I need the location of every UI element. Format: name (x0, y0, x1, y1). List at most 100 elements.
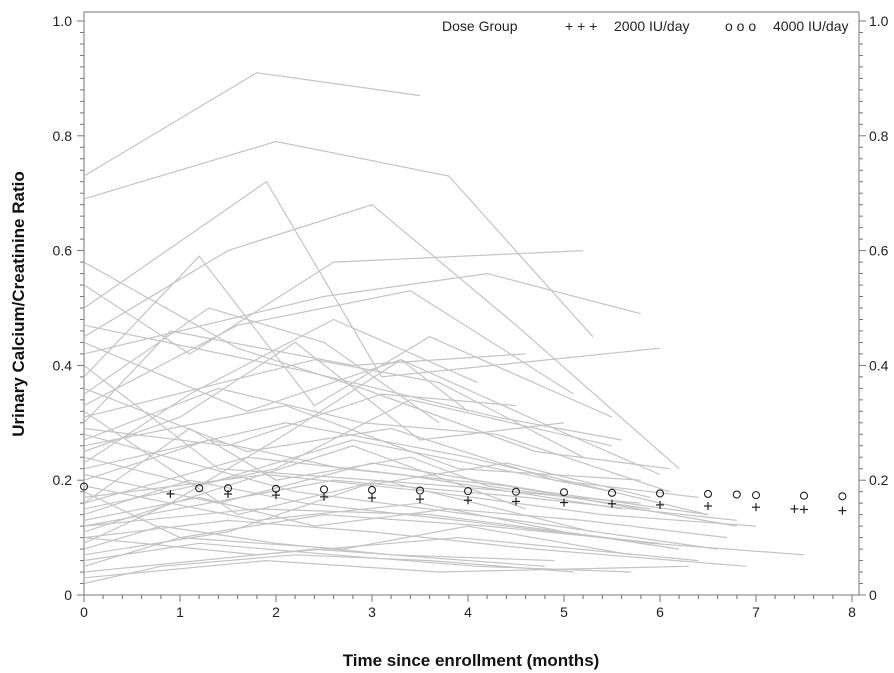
mean-marker-4000 (838, 492, 847, 501)
x-tick-label: 6 (656, 604, 664, 620)
subject-line-42 (83, 554, 574, 585)
subject-line-20 (83, 548, 545, 573)
mean-marker-4000 (799, 491, 809, 500)
x-tick-label: 8 (848, 604, 856, 620)
subject-line-7 (83, 255, 613, 418)
group-means-2000 (166, 489, 847, 515)
subject-line-3 (83, 250, 584, 355)
legend-marker-4000: o o o (725, 18, 756, 34)
y2-tick-label: 0.8 (869, 128, 889, 144)
x-tick-label: 7 (752, 604, 760, 620)
subject-line-5 (83, 204, 680, 470)
subject-line-28 (83, 399, 613, 510)
x-axis-title: Time since enrollment (months) (343, 651, 600, 670)
mean-marker-4000 (751, 491, 761, 500)
subject-line-17 (83, 519, 747, 567)
subject-line-4 (83, 180, 661, 378)
subject-line-27 (83, 445, 526, 533)
y2-tick-label: 0.4 (869, 357, 889, 373)
mean-marker-2000 (464, 496, 472, 505)
y-tick-label: 0.6 (53, 243, 73, 259)
plot-frame (83, 11, 860, 596)
x-tick-label: 3 (368, 604, 376, 620)
x-tick-label: 0 (80, 604, 88, 620)
mean-marker-4000 (319, 485, 329, 494)
mean-marker-4000 (223, 484, 233, 493)
y-tick-label: 0.4 (53, 357, 73, 373)
mean-marker-2000 (166, 489, 175, 498)
legend-label-2000: 2000 IU/day (614, 18, 690, 34)
mean-marker-4000 (367, 485, 377, 495)
x-tick-label: 5 (560, 604, 568, 620)
mean-marker-2000 (790, 504, 799, 513)
y2-tick-label: 0 (869, 587, 877, 603)
mean-marker-2000 (560, 498, 568, 507)
mean-marker-2000 (704, 502, 712, 511)
y-axis-right: 0 0.2 0.4 0.6 0.8 1.0 (859, 13, 889, 603)
subject-line-31 (83, 496, 728, 539)
subject-line-34 (83, 324, 622, 441)
subject-line-40 (83, 307, 440, 424)
subject-line-35 (83, 261, 670, 470)
mean-marker-4000 (655, 489, 665, 498)
mean-marker-2000 (512, 497, 520, 506)
subject-trajectories (83, 72, 805, 585)
mean-marker-2000 (368, 493, 376, 502)
subject-line-11 (83, 341, 565, 453)
group-means-4000 (79, 482, 847, 501)
y-tick-label: 0 (64, 587, 72, 603)
y-tick-label: 0.8 (53, 128, 73, 144)
subject-line-12 (83, 422, 709, 516)
mean-marker-2000 (752, 503, 760, 512)
subject-line-1 (83, 72, 421, 177)
mean-marker-4000 (271, 484, 281, 493)
subject-line-36 (83, 525, 632, 567)
subject-line-9 (83, 330, 526, 424)
subject-line-33 (83, 318, 478, 464)
legend-label-4000: 4000 IU/day (773, 18, 849, 34)
subject-line-21 (83, 559, 689, 579)
mean-marker-4000 (703, 489, 713, 499)
subject-line-29 (83, 358, 469, 544)
subject-line-24 (83, 433, 718, 550)
subject-line-22 (83, 491, 661, 544)
y2-tick-label: 1.0 (869, 13, 889, 29)
mean-marker-4000 (732, 490, 741, 499)
mean-marker-4000 (463, 487, 473, 496)
mean-marker-2000 (224, 489, 232, 498)
subject-line-44 (83, 393, 517, 447)
y2-tick-label: 0.6 (869, 243, 889, 259)
legend-title: Dose Group (442, 18, 518, 34)
y-tick-label: 1.0 (53, 13, 73, 29)
mean-marker-4000 (607, 488, 617, 497)
mean-marker-4000 (511, 487, 521, 496)
mean-marker-4000 (415, 486, 425, 495)
y-axis-left: 0 0.2 0.4 0.6 0.8 1.0 (53, 13, 84, 603)
mean-marker-4000 (559, 488, 569, 497)
mean-marker-2000 (320, 492, 328, 501)
x-tick-label: 4 (464, 604, 472, 620)
subject-line-45 (83, 427, 651, 510)
mean-marker-4000 (195, 484, 204, 493)
subject-line-37 (83, 473, 757, 527)
subject-line-47 (83, 439, 613, 493)
subject-line-41 (83, 341, 661, 476)
subject-line-15 (83, 479, 603, 539)
y2-tick-label: 0.2 (869, 472, 889, 488)
x-tick-label: 1 (176, 604, 184, 620)
x-axis: 0 1 2 3 4 5 6 7 8 (80, 595, 856, 620)
y-tick-label: 0.2 (53, 472, 73, 488)
mean-marker-2000 (608, 499, 616, 508)
mean-marker-2000 (416, 495, 424, 504)
y-axis-title: Urinary Calcium/Creatinine Ratio (9, 171, 28, 436)
mean-marker-4000 (79, 482, 89, 491)
subject-line-46 (83, 536, 699, 562)
subject-line-2 (83, 140, 594, 338)
legend: Dose Group + + + 2000 IU/day o o o 4000 … (442, 18, 849, 34)
subject-line-6 (83, 272, 641, 355)
subject-line-8 (83, 290, 574, 407)
subject-line-23 (83, 410, 593, 533)
subject-line-32 (83, 485, 680, 550)
mean-marker-2000 (800, 505, 808, 514)
